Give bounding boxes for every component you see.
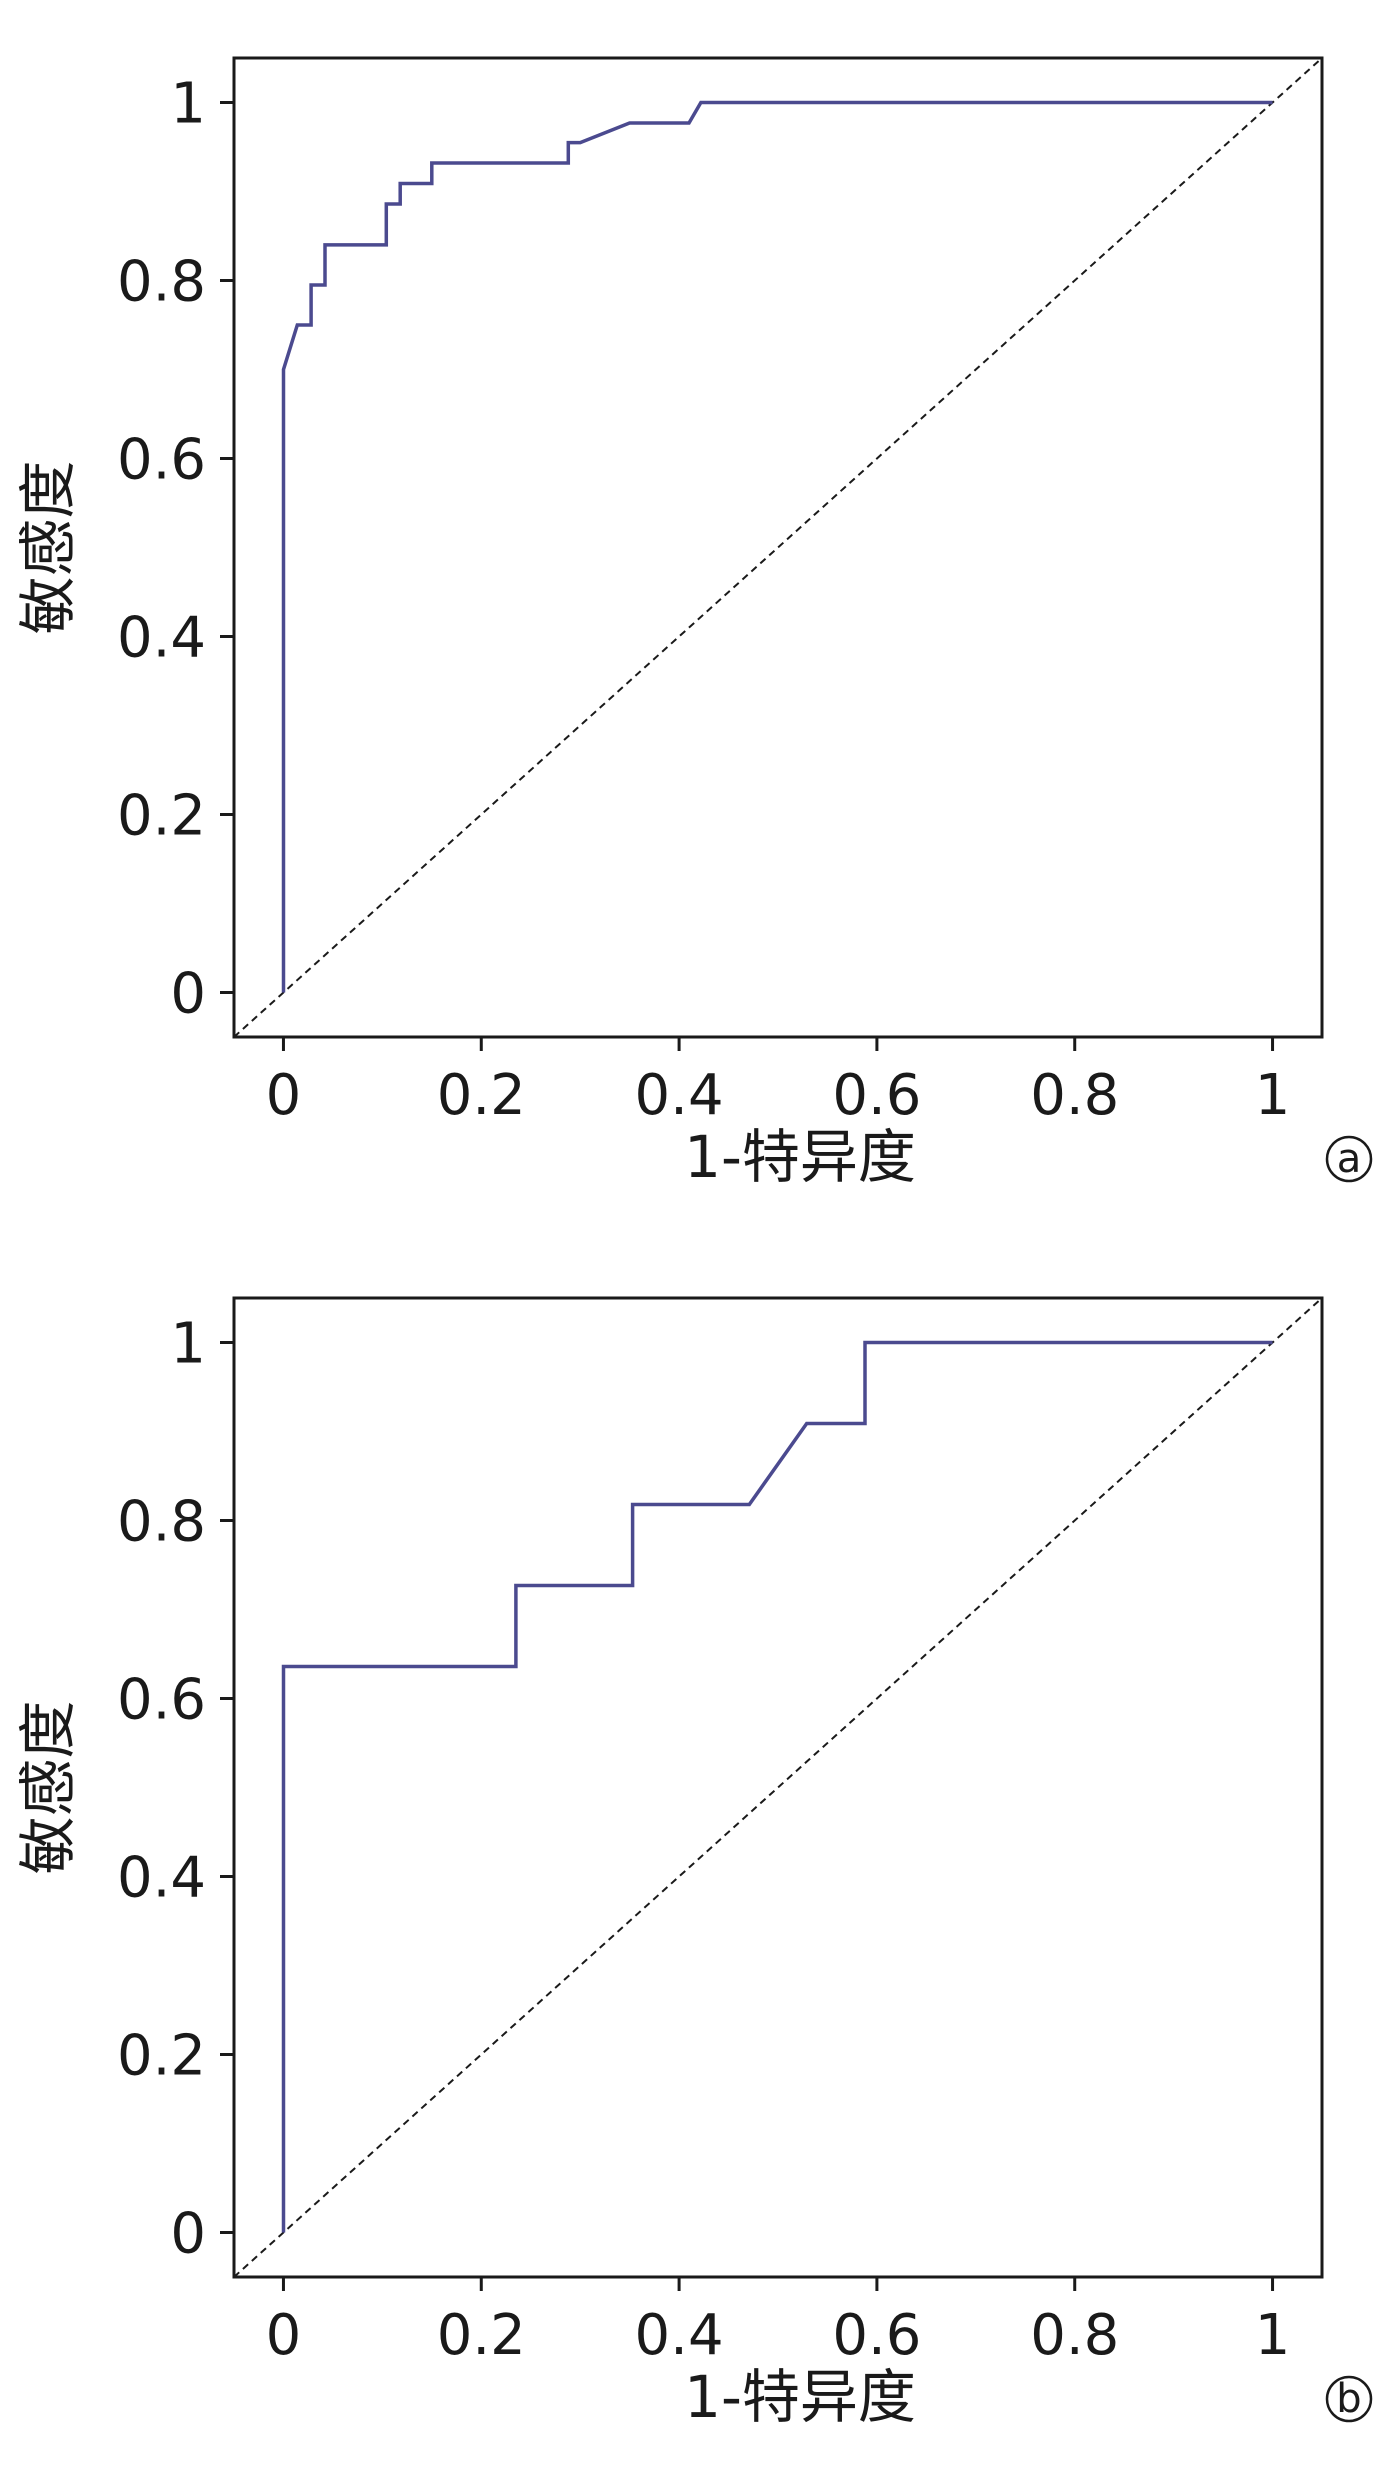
roc-chart-a-panel: 0 0.2 0.4 0.6 0.8 1 0 0.2 0.4 0.6 0.8 1 1-特异度 敏感度 a <box>0 0 1379 1240</box>
plot-frame <box>232 56 1324 1039</box>
x-tick-label: 0.6 <box>832 2303 921 2368</box>
x-tick-label: 0.8 <box>1030 1063 1119 1128</box>
y-tick-label: 0.8 <box>117 250 206 315</box>
x-axis-title: 1-特异度 <box>684 1123 916 1191</box>
reference-diagonal-line <box>233 57 1323 1038</box>
x-tick-label: 0.8 <box>1030 2303 1119 2368</box>
y-axis-title: 敏感度 <box>14 460 82 634</box>
x-tick-label: 0.6 <box>832 1063 921 1128</box>
y-tick-label: 0 <box>170 962 206 1027</box>
roc-chart-b: 0 0.2 0.4 0.6 0.8 1 0 0.2 0.4 0.6 0.8 1 1-特异度 敏感度 b <box>14 1296 1373 2431</box>
y-tick-label: 0.2 <box>117 784 206 849</box>
x-tick-label: 0.2 <box>437 1063 526 1128</box>
y-tick-label: 0.8 <box>117 1490 206 1555</box>
x-tick-label: 0.4 <box>635 2303 724 2368</box>
roc-chart-a: 0 0.2 0.4 0.6 0.8 1 0 0.2 0.4 0.6 0.8 1 1-特异度 敏感度 a <box>14 56 1373 1191</box>
x-tick-label: 1 <box>1255 1063 1291 1128</box>
y-axis-title: 敏感度 <box>14 1700 82 1874</box>
x-tick-label: 0 <box>266 2303 302 2368</box>
y-tick-label: 0.4 <box>117 1846 206 1911</box>
roc-curve-line <box>281 1340 1273 2233</box>
y-tick-label: 0.2 <box>117 2024 206 2089</box>
x-axis-title: 1-特异度 <box>684 2363 916 2431</box>
panel-label-circle <box>1325 1135 1373 1183</box>
x-tick-label: 0 <box>266 1063 302 1128</box>
x-tick-label: 1 <box>1255 2303 1291 2368</box>
x-tick-label: 0.2 <box>437 2303 526 2368</box>
plot-frame <box>232 1296 1324 2279</box>
panel-label: b <box>1336 2376 1361 2422</box>
y-tick-label: 1 <box>170 72 206 137</box>
reference-diagonal-line <box>233 1297 1323 2278</box>
y-tick-label: 0.6 <box>117 428 206 493</box>
panel-label-circle <box>1325 2375 1373 2423</box>
y-tick-label: 0.4 <box>117 606 206 671</box>
x-tick-label: 0.4 <box>635 1063 724 1128</box>
roc-chart-b-panel: 0 0.2 0.4 0.6 0.8 1 0 0.2 0.4 0.6 0.8 1 1-特异度 敏感度 b <box>0 1240 1379 2481</box>
panel-label: a <box>1337 1136 1362 1182</box>
y-tick-label: 0.6 <box>117 1668 206 1733</box>
y-tick-label: 0 <box>170 2202 206 2267</box>
y-tick-label: 1 <box>170 1312 206 1377</box>
roc-curve-line <box>281 100 1273 993</box>
